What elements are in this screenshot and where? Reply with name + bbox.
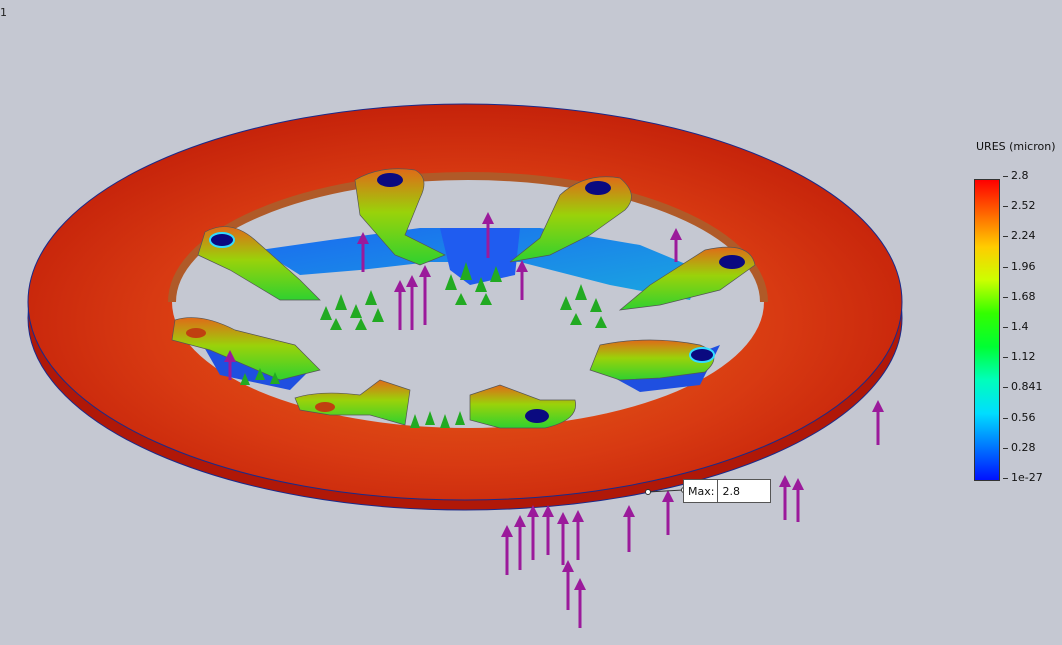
- legend-tick-mark: [1003, 357, 1008, 359]
- legend-tick-mark: [1003, 327, 1008, 328]
- legend-tick-mark: [1003, 387, 1008, 389]
- legend-tick-label: 0.841: [1011, 380, 1043, 394]
- legend-tick-label: 1.96: [1011, 259, 1036, 273]
- legend-tick-label: 1.12: [1011, 350, 1036, 364]
- max-probe-label[interactable]: Max: 2.8: [683, 479, 772, 503]
- viewport-corner-label: 1: [0, 6, 7, 19]
- legend-tick-mark: [1003, 206, 1008, 208]
- legend-tick-mark: [1003, 417, 1008, 419]
- legend-tick-mark: [1003, 478, 1008, 479]
- legend-tick-label: 2.8: [1011, 169, 1029, 182]
- legend-color-bar: [974, 179, 1000, 481]
- legend-tick-label: 1.68: [1011, 289, 1036, 303]
- legend-tick-mark: [1003, 447, 1008, 449]
- legend-title: URES (micron): [976, 140, 1056, 153]
- legend-tick-label: 2.24: [1011, 229, 1036, 243]
- legend-tick-label: 2.52: [1011, 199, 1036, 213]
- legend-tick-mark: [1003, 296, 1008, 298]
- load-arrows: [224, 212, 884, 628]
- legend-tick-mark: [1003, 266, 1008, 268]
- legend-tick-label: 1.4: [1011, 320, 1029, 333]
- legend-tick-mark: [1003, 176, 1008, 177]
- fixtures: [240, 262, 607, 428]
- legend-tick-label: 1e-27: [1011, 471, 1043, 484]
- max-probe-caption: Max:: [688, 484, 715, 498]
- arms: [171, 168, 756, 429]
- legend-tick-label: 0.56: [1011, 410, 1036, 424]
- legend-tick-mark: [1003, 236, 1008, 238]
- max-probe-value: 2.8: [717, 480, 770, 502]
- legend-tick-label: 0.28: [1011, 440, 1036, 454]
